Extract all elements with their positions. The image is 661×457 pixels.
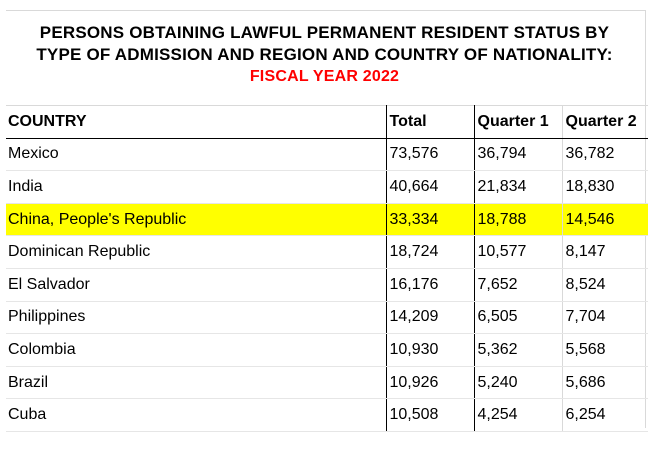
fiscal-year-label: FISCAL YEAR 2022: [249, 68, 400, 85]
cell-country: Brazil: [6, 366, 387, 400]
cell-total: 14,209: [386, 301, 475, 335]
cell-total: 16,176: [386, 268, 475, 302]
cell-quarter-2: 18,830: [562, 170, 648, 204]
cell-quarter-1: 36,794: [474, 138, 563, 172]
cell-quarter-1: 5,362: [474, 333, 563, 367]
cell-quarter-1: 18,788: [474, 203, 563, 237]
cell-country: El Salvador: [6, 268, 387, 302]
table-row: Brazil 10,926 5,240 5,686: [6, 366, 648, 400]
lpr-table: COUNTRY Total Quarter 1 Quarter 2 Mexico…: [6, 105, 648, 432]
cell-country: China, People's Republic: [6, 203, 387, 237]
title-line-2: TYPE OF ADMISSION AND REGION AND COUNTRY…: [36, 45, 613, 64]
table-row: China, People's Republic 33,334 18,788 14,5…: [6, 203, 648, 237]
table-title: PERSONS OBTAINING LAWFUL PERMANENT RESID…: [0, 22, 649, 88]
cell-total: 40,664: [386, 170, 475, 204]
cell-quarter-1: 10,577: [474, 235, 563, 269]
cell-quarter-2: 6,254: [562, 398, 648, 432]
table-row: Mexico 73,576 36,794 36,782: [6, 138, 648, 172]
cell-country: Cuba: [6, 398, 387, 432]
cell-quarter-1: 6,505: [474, 301, 563, 335]
cell-quarter-2: 36,782: [562, 138, 648, 172]
column-header-total: Total: [386, 105, 475, 139]
header-row: COUNTRY Total Quarter 1 Quarter 2: [6, 105, 648, 139]
cell-quarter-1: 7,652: [474, 268, 563, 302]
cell-total: 18,724: [386, 235, 475, 269]
column-header-country: COUNTRY: [6, 105, 387, 139]
cell-total: 10,930: [386, 333, 475, 367]
cell-country: Dominican Republic: [6, 235, 387, 269]
cell-quarter-2: 5,686: [562, 366, 648, 400]
table-row: Dominican Republic 18,724 10,577 8,147: [6, 235, 648, 269]
column-header-quarter-2: Quarter 2: [562, 105, 648, 139]
cell-quarter-2: 5,568: [562, 333, 648, 367]
cell-country: Colombia: [6, 333, 387, 367]
cell-country: Philippines: [6, 301, 387, 335]
table-row: Philippines 14,209 6,505 7,704: [6, 301, 648, 335]
cell-quarter-1: 21,834: [474, 170, 563, 204]
cell-quarter-2: 14,546: [562, 203, 648, 237]
cell-total: 73,576: [386, 138, 475, 172]
cell-country: Mexico: [6, 138, 387, 172]
column-header-quarter-1: Quarter 1: [474, 105, 563, 139]
cell-total: 33,334: [386, 203, 475, 237]
cell-total: 10,508: [386, 398, 475, 432]
cell-total: 10,926: [386, 366, 475, 400]
table-row: El Salvador 16,176 7,652 8,524: [6, 268, 648, 302]
cell-quarter-2: 8,524: [562, 268, 648, 302]
title-line-1: PERSONS OBTAINING LAWFUL PERMANENT RESID…: [39, 23, 610, 42]
table-body: Mexico 73,576 36,794 36,782 India 40,664 21,83…: [6, 138, 648, 432]
cell-quarter-1: 5,240: [474, 366, 563, 400]
cell-quarter-2: 8,147: [562, 235, 648, 269]
table-row: India 40,664 21,834 18,830: [6, 170, 648, 204]
cell-country: India: [6, 170, 387, 204]
table-row: Cuba 10,508 4,254 6,254: [6, 398, 648, 432]
cell-quarter-1: 4,254: [474, 398, 563, 432]
table-row: Colombia 10,930 5,362 5,568: [6, 333, 648, 367]
cell-quarter-2: 7,704: [562, 301, 648, 335]
